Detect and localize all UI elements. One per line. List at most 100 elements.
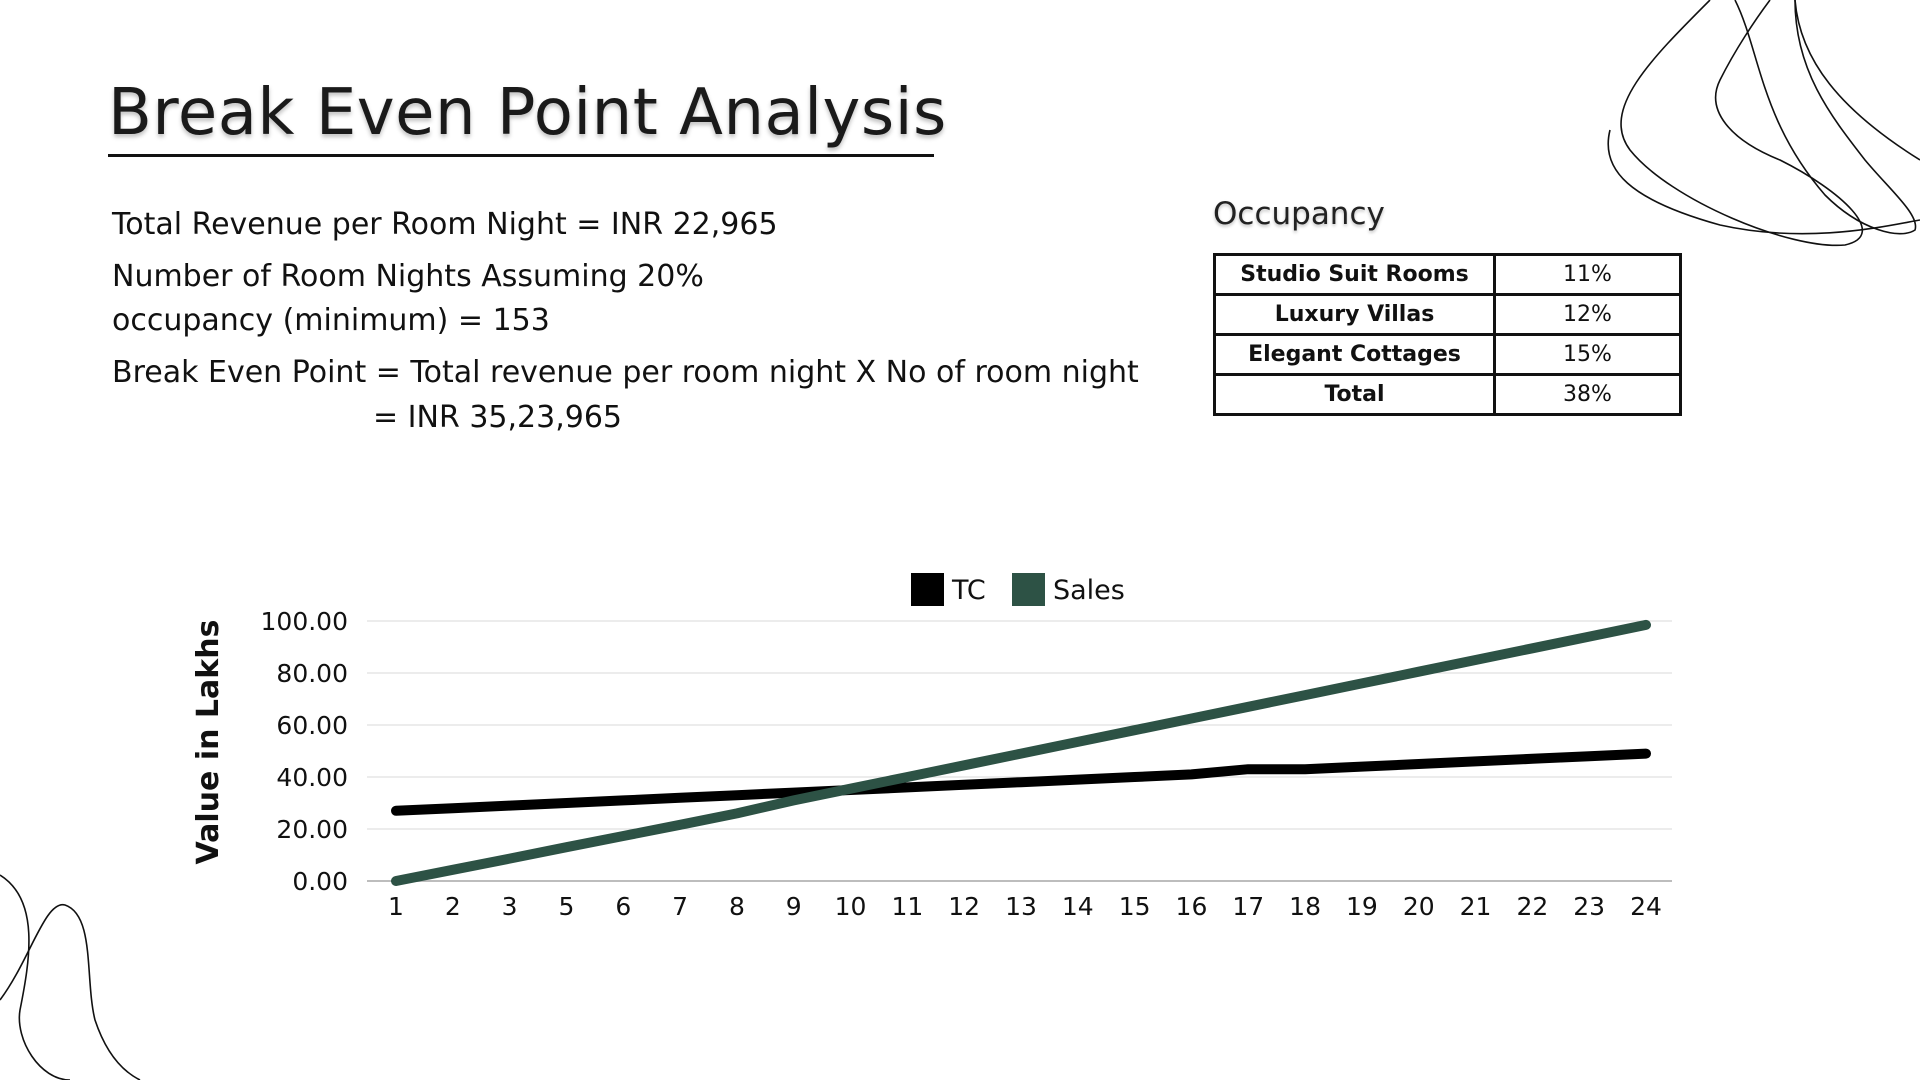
data-point-tc — [448, 804, 457, 813]
data-point-tc — [903, 783, 912, 792]
data-point-tc — [1073, 775, 1082, 784]
data-point-sales — [562, 843, 571, 852]
x-tick-label: 6 — [615, 892, 631, 921]
y-tick-label: 60.00 — [276, 711, 348, 740]
data-point-tc — [1471, 757, 1480, 766]
data-point-tc — [1244, 765, 1253, 774]
table-row: Elegant Cottages 15% — [1213, 333, 1682, 376]
data-point-sales — [1017, 749, 1025, 758]
decorative-swirl-bottom-left — [0, 874, 141, 1080]
data-point-sales — [903, 773, 912, 781]
x-tick-label: 3 — [502, 892, 518, 921]
chart-series — [391, 619, 1651, 886]
data-point-sales — [1357, 679, 1366, 688]
data-point-tc — [1585, 752, 1594, 761]
x-tick-label: 22 — [1516, 892, 1548, 921]
data-point-tc — [676, 793, 685, 802]
data-point-tc — [732, 791, 741, 800]
data-point-sales — [960, 761, 969, 770]
occupancy-percent-cell: 38% — [1493, 373, 1682, 416]
x-tick-label: 8 — [729, 892, 745, 921]
data-point-tc — [1642, 749, 1650, 758]
x-tick-label: 21 — [1460, 892, 1492, 921]
x-tick-label: 12 — [948, 892, 980, 921]
page-title: Break Even Point Analysis — [108, 76, 947, 150]
x-tick-label: 5 — [559, 892, 575, 921]
x-tick-label: 17 — [1232, 892, 1264, 921]
room-type-cell: Elegant Cottages — [1213, 333, 1496, 376]
chart-gridlines — [367, 620, 1672, 882]
x-tick-label: 16 — [1176, 892, 1208, 921]
chart-axes: 0.00 20.00 40.00 60.00 80.00 100.00 1 2 3 5 6 7 8 9 10… — [261, 607, 1662, 921]
room-type-cell: Luxury Villas — [1213, 293, 1496, 336]
data-point-tc — [1187, 770, 1196, 779]
y-tick-label: 40.00 — [276, 763, 348, 792]
data-point-tc — [392, 806, 400, 815]
x-tick-label: 20 — [1403, 892, 1435, 921]
data-point-sales — [1642, 620, 1650, 629]
data-point-sales — [448, 865, 457, 874]
y-tick-label: 100.00 — [261, 607, 348, 636]
occupancy-table: Studio Suit Rooms 11% Luxury Villas 12% … — [1213, 253, 1682, 416]
data-point-sales — [846, 784, 855, 793]
x-tick-label: 10 — [835, 892, 867, 921]
data-point-sales — [1528, 644, 1537, 653]
data-point-sales — [1187, 714, 1196, 723]
y-tick-label: 80.00 — [276, 659, 348, 688]
data-point-sales — [1471, 656, 1480, 664]
break-even-value-text: = INR 35,23,965 — [373, 400, 623, 435]
legend-swatch-tc — [911, 573, 944, 606]
legend-swatch-sales — [1012, 573, 1045, 606]
data-point-tc — [562, 799, 571, 807]
data-point-tc — [960, 780, 969, 789]
x-tick-label: 19 — [1346, 892, 1378, 921]
x-tick-label: 13 — [1005, 892, 1037, 921]
data-point-tc — [619, 796, 628, 805]
data-point-tc — [1357, 762, 1366, 771]
occupancy-percent-cell: 12% — [1493, 293, 1682, 336]
data-point-tc — [1130, 773, 1139, 781]
data-point-sales — [619, 832, 628, 841]
revenue-per-room-night-text: Total Revenue per Room Night = INR 22,96… — [112, 207, 778, 242]
data-point-sales — [505, 854, 514, 863]
x-tick-label: 24 — [1630, 892, 1662, 921]
data-point-tc — [1301, 765, 1310, 774]
data-point-tc — [1017, 778, 1025, 787]
x-tick-label: 15 — [1119, 892, 1151, 921]
table-row: Total 38% — [1213, 373, 1682, 416]
data-point-tc — [505, 801, 514, 810]
data-point-sales — [1130, 726, 1139, 735]
data-point-tc — [789, 788, 798, 797]
chart-legend: TC Sales — [911, 573, 1125, 606]
legend-label-tc: TC — [951, 575, 986, 606]
data-point-sales — [1585, 632, 1594, 641]
room-nights-text-line-1: Number of Room Nights Assuming 20% — [112, 259, 704, 294]
y-tick-label: 0.00 — [292, 867, 348, 896]
room-nights-text-line-2: occupancy (minimum) = 153 — [112, 303, 550, 338]
occupancy-heading: Occupancy — [1213, 196, 1385, 232]
break-even-formula-text: Break Even Point = Total revenue per roo… — [112, 355, 1139, 390]
x-tick-label: 7 — [672, 892, 688, 921]
occupancy-percent-cell: 11% — [1493, 253, 1682, 296]
x-tick-label: 9 — [786, 892, 802, 921]
legend-label-sales: Sales — [1053, 575, 1125, 606]
data-point-sales — [789, 796, 798, 805]
x-tick-label: 11 — [891, 892, 923, 921]
data-point-sales — [1073, 737, 1082, 746]
x-tick-label: 23 — [1573, 892, 1605, 921]
x-tick-label: 18 — [1289, 892, 1321, 921]
data-point-sales — [392, 877, 400, 885]
y-tick-label: 20.00 — [276, 815, 348, 844]
data-point-sales — [1414, 667, 1423, 676]
decorative-swirl-top-right — [1607, 0, 1920, 247]
x-tick-label: 2 — [445, 892, 461, 921]
data-point-sales — [1244, 702, 1253, 711]
room-type-cell: Studio Suit Rooms — [1213, 253, 1496, 296]
data-point-sales — [676, 820, 685, 829]
room-type-cell: Total — [1213, 373, 1496, 416]
data-point-tc — [1414, 760, 1423, 768]
data-point-sales — [1301, 691, 1310, 700]
x-tick-label: 14 — [1062, 892, 1094, 921]
table-row: Luxury Villas 12% — [1213, 293, 1682, 336]
